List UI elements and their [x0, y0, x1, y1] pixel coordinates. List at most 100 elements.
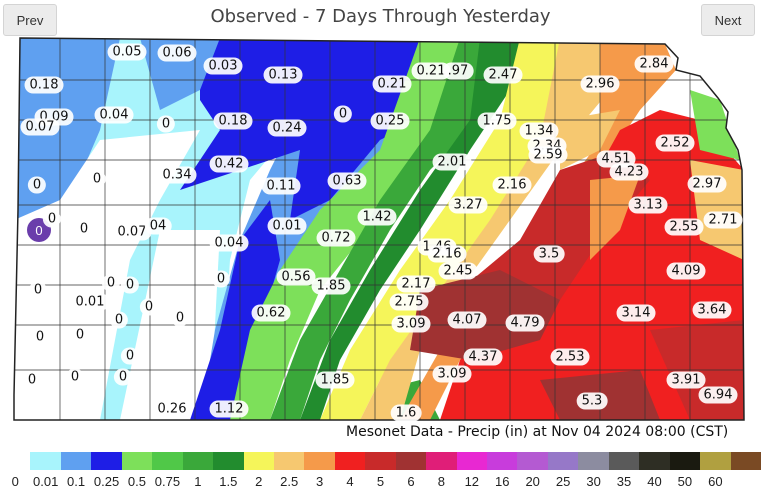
- station-value: 0.24: [267, 119, 307, 137]
- station-value: 2.84: [634, 55, 674, 73]
- station-value: 2.53: [550, 348, 590, 366]
- station-value: 0.18: [24, 76, 64, 94]
- legend-tick-label: 2: [255, 474, 263, 489]
- station-value: 0: [42, 210, 62, 228]
- station-value: 0: [27, 176, 47, 194]
- map-caption: Mesonet Data - Precip (in) at Nov 04 202…: [346, 424, 729, 440]
- station-value: 4.51: [596, 150, 636, 168]
- legend-tick-label: 4: [346, 474, 354, 489]
- station-value: 0.34: [157, 166, 197, 184]
- station-value: 3.64: [692, 301, 732, 319]
- station-value: 0: [170, 309, 190, 327]
- legend-swatch: [0, 452, 31, 470]
- station-value: 0.07: [112, 223, 152, 241]
- station-value: 1.42: [357, 208, 397, 226]
- station-value: 0: [101, 274, 121, 292]
- station-value: 0.63: [327, 172, 367, 190]
- page-title: Observed - 7 Days Through Yesterday: [210, 6, 551, 27]
- next-button[interactable]: Next: [701, 4, 755, 36]
- legend-swatch: [395, 452, 427, 470]
- legend-swatch: [730, 452, 761, 470]
- station-value: 2.17: [396, 275, 436, 293]
- station-value: 0.21: [411, 62, 451, 80]
- legend-swatch: [669, 452, 701, 470]
- station-value: 0: [109, 311, 129, 329]
- station-value: 0.62: [251, 304, 291, 322]
- station-value: 2.97: [687, 175, 727, 193]
- station-value: 4.07: [447, 311, 487, 329]
- station-value: .97: [442, 62, 474, 80]
- legend-tick-label: 0: [11, 474, 19, 489]
- station-value: 2.16: [427, 245, 467, 263]
- legend-swatch: [60, 452, 92, 470]
- station-value: 3.13: [628, 196, 668, 214]
- legend-tick-label: 0.1: [67, 474, 86, 489]
- prev-button[interactable]: Prev: [3, 4, 57, 36]
- station-value: 0.05: [107, 43, 147, 61]
- station-value: 3.14: [616, 304, 656, 322]
- legend-swatch: [121, 452, 153, 470]
- station-value: 1.34: [519, 122, 559, 140]
- station-value: 0: [139, 298, 159, 316]
- station-value: 6.94: [698, 386, 738, 404]
- station-value: 0.01: [70, 293, 110, 311]
- legend-swatch: [700, 452, 731, 470]
- station-value: 04: [144, 217, 172, 235]
- legend-tick-label: 0.25: [93, 474, 120, 489]
- legend-tick-labels: 0 0.01 0.1 0.25 0.5 0.75 1 1.5 2 2.5 3 4 5 6 8 12 16 20 25…: [0, 474, 761, 492]
- station-value: 0.13: [263, 66, 303, 84]
- legend-tick-label: 30: [586, 474, 601, 489]
- legend-tick-label: 1.5: [219, 474, 238, 489]
- legend-tick-label: 35: [616, 474, 632, 489]
- station-value: 0.01: [267, 217, 307, 235]
- station-value: 0.11: [261, 177, 301, 195]
- legend-swatch: [365, 452, 396, 470]
- station-value: 4.23: [609, 163, 649, 181]
- station-value: 0.25: [370, 112, 410, 130]
- legend-swatch: [213, 452, 244, 470]
- station-value: 4.37: [463, 348, 503, 366]
- legend-tick-label: 0.01: [33, 474, 59, 489]
- station-value: 2.75: [389, 293, 429, 311]
- legend-swatch: [639, 452, 670, 470]
- legend-swatch: [608, 452, 640, 470]
- station-value: 0: [74, 220, 94, 238]
- station-value: 3.5: [533, 245, 565, 263]
- station-value: 0: [28, 281, 48, 299]
- legend-swatch: [578, 452, 609, 470]
- legend-tick-label: 6: [407, 474, 415, 489]
- station-value: 0.56: [276, 268, 316, 286]
- legend-tick-label: 50: [677, 474, 693, 489]
- station-value: 0: [113, 368, 133, 386]
- station-value: 5.3: [576, 392, 608, 410]
- legend-tick-label: 25: [555, 474, 571, 489]
- legend-swatch: [273, 452, 305, 470]
- legend-tick-label: 40: [647, 474, 662, 489]
- station-value: 0.04: [209, 234, 249, 252]
- station-value: 0: [120, 347, 140, 365]
- station-value: 3.09: [391, 315, 431, 333]
- legend-tick-label: 3: [315, 474, 324, 489]
- station-value: 0: [70, 326, 90, 344]
- station-value: 2.55: [664, 218, 704, 236]
- station-value: 0: [22, 371, 42, 389]
- station-value: 0: [156, 115, 176, 133]
- legend-swatch: [334, 452, 366, 470]
- station-value: 2.59: [528, 146, 568, 164]
- station-value: 0: [211, 270, 231, 288]
- legend-swatch: [243, 452, 274, 470]
- station-value: 0.18: [213, 112, 253, 130]
- legend-tick-label: 12: [464, 474, 480, 489]
- color-legend: [0, 452, 761, 470]
- station-value: 0: [30, 328, 50, 346]
- station-value: 0.07: [20, 118, 60, 136]
- legend-tick-label: 16: [495, 474, 510, 489]
- legend-swatch: [547, 452, 579, 470]
- station-value: 0.04: [94, 106, 134, 124]
- legend-swatch: [182, 452, 214, 470]
- station-value: 0.26: [152, 400, 192, 418]
- legend-swatch: [30, 452, 61, 470]
- station-value: 2.47: [483, 66, 523, 84]
- legend-tick-label: 0.75: [154, 474, 181, 489]
